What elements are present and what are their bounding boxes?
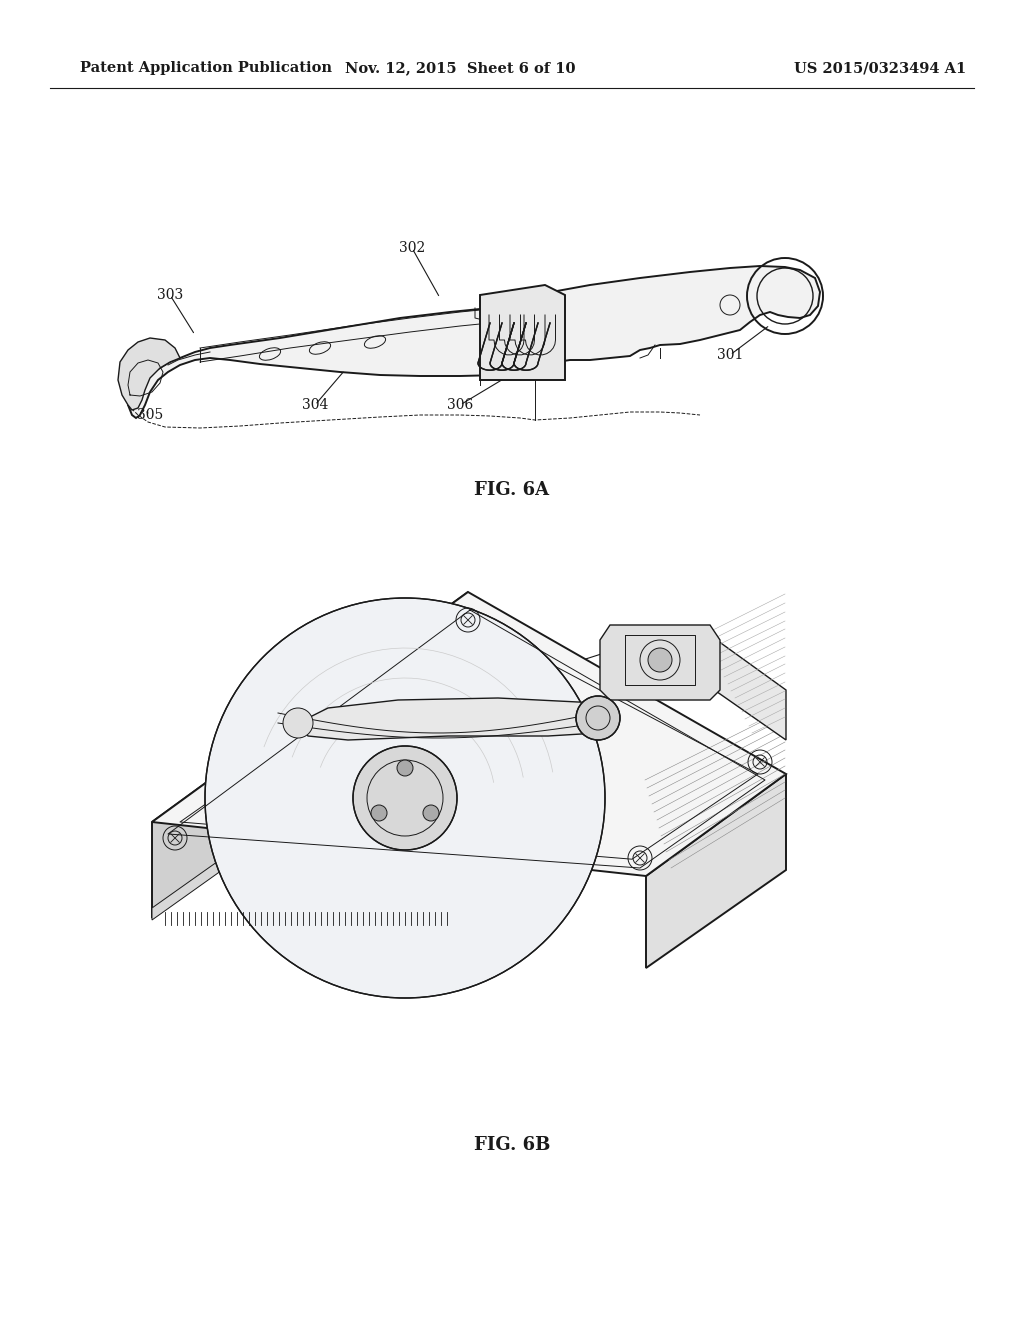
Polygon shape: [152, 684, 468, 920]
Text: US 2015/0323494 A1: US 2015/0323494 A1: [794, 61, 966, 75]
Text: Nov. 12, 2015  Sheet 6 of 10: Nov. 12, 2015 Sheet 6 of 10: [345, 61, 575, 75]
Text: 312: 312: [165, 858, 191, 873]
Text: FIG. 6B: FIG. 6B: [474, 1137, 550, 1154]
Circle shape: [423, 805, 439, 821]
Polygon shape: [480, 285, 565, 380]
Text: 304: 304: [302, 399, 328, 412]
Polygon shape: [152, 591, 786, 876]
Text: FIG. 6A: FIG. 6A: [474, 480, 550, 499]
Text: 314: 314: [622, 693, 648, 708]
Polygon shape: [700, 628, 786, 741]
Text: 305: 305: [137, 408, 163, 422]
Polygon shape: [128, 267, 820, 418]
Polygon shape: [118, 338, 180, 411]
Text: 303: 303: [337, 688, 364, 702]
Polygon shape: [152, 591, 468, 917]
Text: 302: 302: [425, 803, 452, 817]
Text: 311: 311: [231, 738, 258, 752]
Circle shape: [205, 598, 605, 998]
Text: 306: 306: [446, 399, 473, 412]
Text: 301: 301: [717, 348, 743, 362]
Polygon shape: [646, 774, 786, 968]
Text: 313: 313: [531, 665, 558, 678]
Polygon shape: [298, 698, 598, 741]
Text: 303: 303: [157, 288, 183, 302]
Circle shape: [397, 760, 413, 776]
Text: 301: 301: [552, 883, 579, 898]
Polygon shape: [600, 624, 720, 700]
Circle shape: [371, 805, 387, 821]
Circle shape: [575, 696, 620, 741]
Circle shape: [353, 746, 457, 850]
Text: 302: 302: [399, 242, 425, 255]
Circle shape: [283, 708, 313, 738]
Circle shape: [648, 648, 672, 672]
Text: Patent Application Publication: Patent Application Publication: [80, 61, 332, 75]
